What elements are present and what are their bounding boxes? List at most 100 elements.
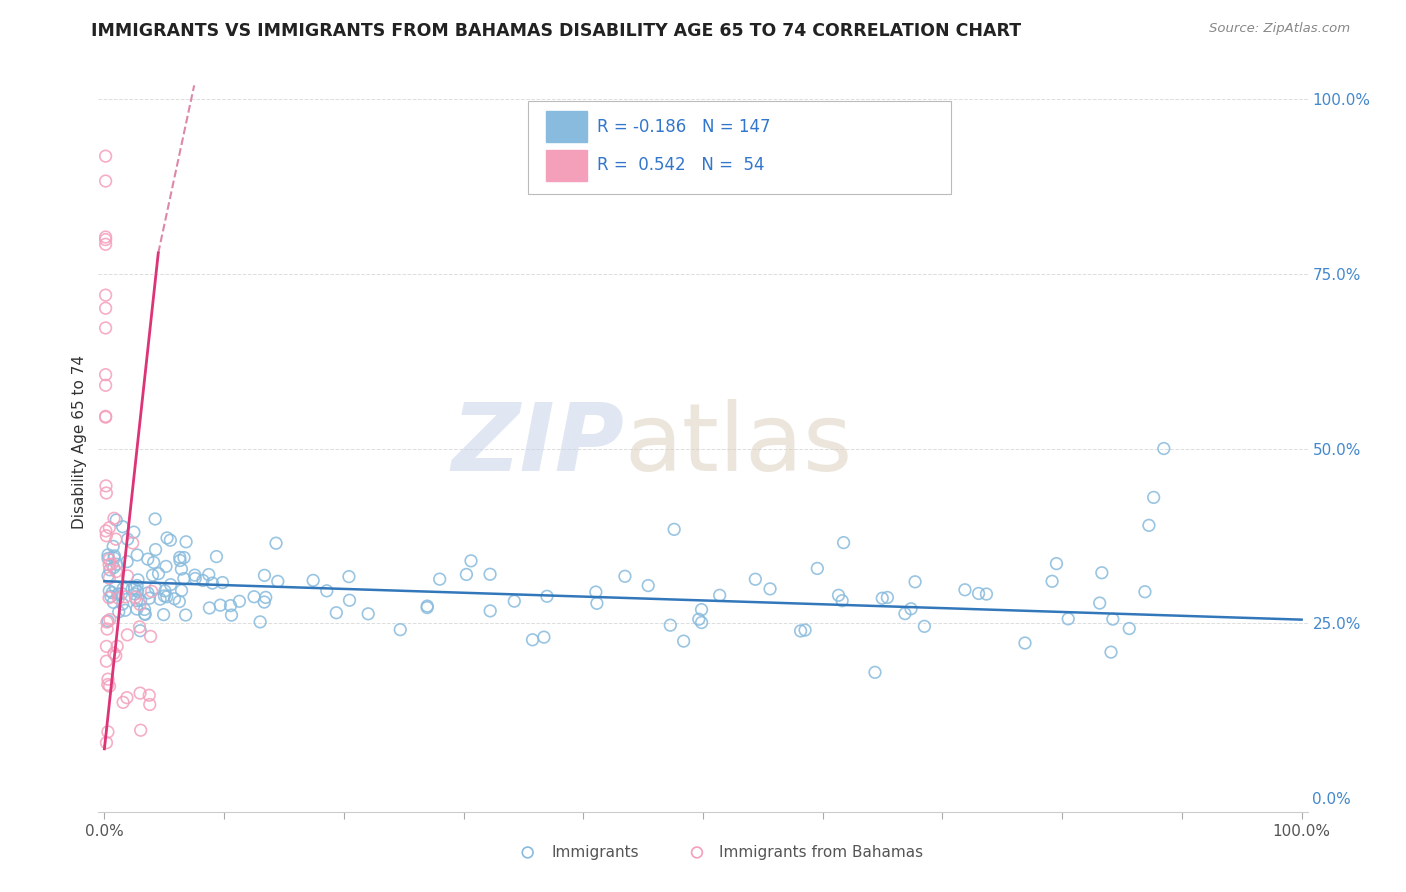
Point: [104, 580, 127, 594]
Point: [1057, 612, 1080, 626]
Point: [863, 665, 886, 680]
Point: [688, 612, 710, 626]
Point: [97, 614, 120, 628]
Point: [94, 524, 117, 538]
Point: [101, 557, 124, 571]
Point: [211, 575, 233, 590]
Point: [205, 549, 228, 564]
Point: [129, 598, 152, 612]
Point: [143, 581, 166, 595]
Point: [219, 599, 242, 613]
Point: [159, 577, 181, 591]
Text: Immigrants: Immigrants: [551, 845, 640, 860]
Point: [103, 646, 125, 660]
Point: [184, 568, 207, 582]
Point: [121, 582, 143, 596]
Point: [1014, 636, 1036, 650]
Point: [337, 569, 360, 583]
Point: [416, 600, 439, 615]
Point: [153, 583, 176, 598]
Point: [870, 591, 893, 606]
FancyBboxPatch shape: [546, 112, 586, 143]
Point: [124, 587, 146, 601]
Point: [1091, 566, 1114, 580]
Point: [94, 409, 117, 424]
Point: [831, 593, 853, 607]
Point: [94, 233, 117, 247]
Point: [124, 591, 146, 605]
Point: [114, 590, 136, 604]
Point: [662, 522, 685, 536]
Point: [1137, 518, 1160, 533]
Point: [1099, 645, 1122, 659]
Text: ZIP: ZIP: [451, 400, 624, 491]
Point: [302, 574, 325, 588]
Point: [122, 525, 145, 540]
Point: [253, 568, 276, 582]
Point: [198, 601, 221, 615]
Point: [97, 548, 120, 562]
Point: [127, 548, 149, 562]
Point: [143, 512, 166, 526]
Point: [103, 560, 125, 574]
Point: [690, 602, 713, 616]
Point: [96, 486, 118, 500]
Point: [174, 607, 197, 622]
Point: [94, 230, 117, 244]
Point: [97, 724, 120, 739]
Point: [184, 572, 207, 586]
Point: [832, 535, 855, 549]
Point: [456, 567, 478, 582]
FancyBboxPatch shape: [527, 101, 950, 194]
Point: [96, 615, 118, 629]
Point: [125, 602, 148, 616]
Point: [953, 582, 976, 597]
Point: [170, 562, 193, 576]
Point: [894, 607, 917, 621]
Point: [129, 593, 152, 607]
Point: [111, 519, 134, 533]
Point: [96, 654, 118, 668]
Point: [103, 551, 125, 566]
Point: [153, 589, 176, 603]
Point: [98, 558, 121, 572]
Point: [111, 597, 134, 611]
Point: [503, 594, 526, 608]
Point: [103, 595, 125, 609]
Point: [103, 549, 125, 563]
Point: [145, 542, 167, 557]
Point: [100, 590, 122, 604]
Point: [686, 829, 709, 843]
Point: [98, 583, 121, 598]
Text: R = -0.186   N = 147: R = -0.186 N = 147: [596, 118, 770, 136]
Point: [967, 586, 990, 600]
Point: [585, 585, 607, 599]
Point: [96, 640, 118, 654]
Point: [221, 608, 243, 623]
Point: [586, 596, 609, 610]
Point: [104, 533, 127, 547]
Text: atlas: atlas: [624, 400, 852, 491]
Point: [315, 583, 337, 598]
Point: [1118, 622, 1140, 636]
Point: [254, 591, 277, 605]
Point: [806, 561, 828, 575]
Point: [141, 584, 163, 599]
Point: [900, 601, 922, 615]
Point: [96, 736, 118, 750]
Point: [94, 149, 117, 163]
Point: [127, 578, 149, 592]
Point: [103, 511, 125, 525]
Point: [672, 634, 695, 648]
Point: [136, 552, 159, 566]
Point: [152, 607, 174, 622]
Point: [325, 606, 347, 620]
Point: [827, 588, 849, 602]
Point: [104, 648, 127, 663]
Point: [96, 622, 118, 636]
Point: [976, 587, 998, 601]
Point: [115, 555, 138, 569]
Point: [134, 602, 156, 616]
Point: [96, 529, 118, 543]
Point: [789, 624, 811, 638]
